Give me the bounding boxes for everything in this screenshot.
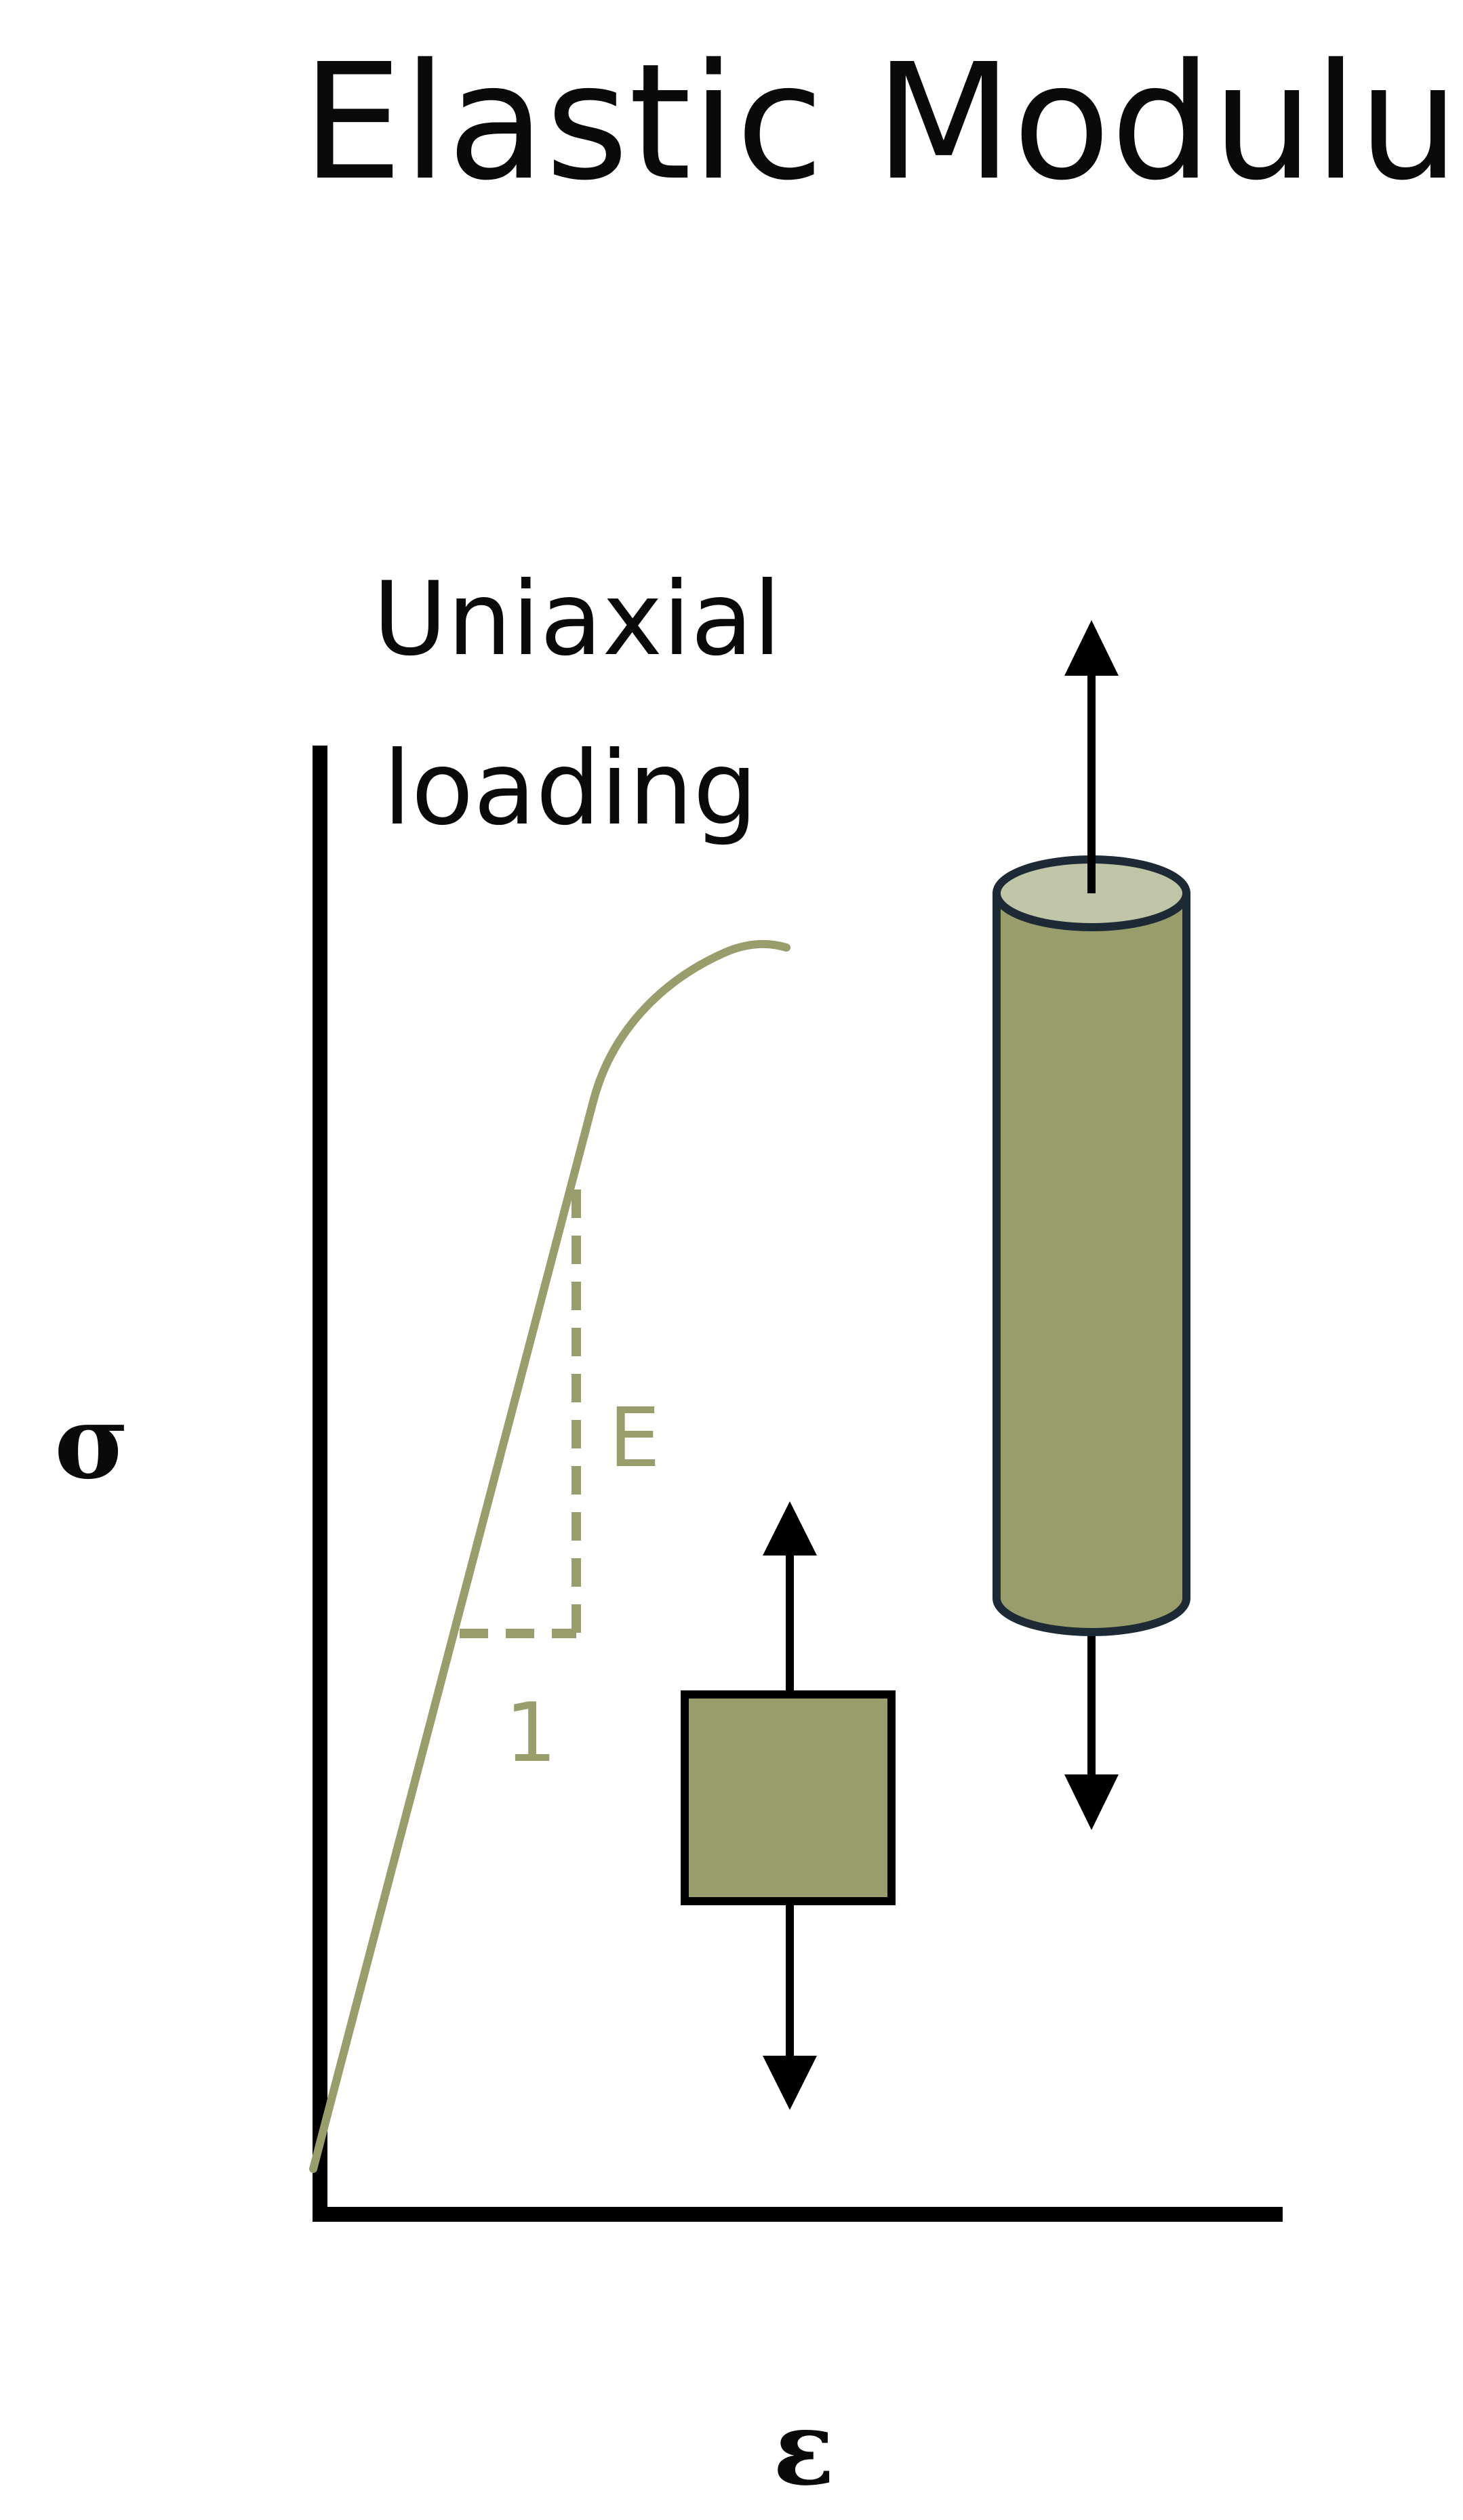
caption-line-1: Uniaxial: [373, 561, 782, 678]
slope-run-label: 1: [505, 1686, 557, 1781]
block-top-arrowhead-icon: [763, 1501, 817, 1556]
block-bottom-arrowhead-icon: [763, 2056, 817, 2110]
cylinder-top-arrowhead-icon: [1064, 620, 1119, 676]
y-axis-symbol: σ: [54, 1383, 129, 1502]
page-title: Elastic Modulus: [302, 29, 1463, 216]
x-axis-symbol: ε: [773, 2389, 835, 2508]
slope-rise-label: E: [609, 1391, 660, 1486]
cylinder-bottom-arrowhead-icon: [1064, 1774, 1119, 1830]
cylinder-body: [993, 889, 1190, 1636]
small-specimen-block: [681, 1690, 896, 1905]
cylinder-icon: [993, 620, 1190, 1830]
stress-strain-curve: [309, 939, 790, 2173]
caption-line-2: loading: [383, 730, 758, 848]
square-block-icon: [681, 1501, 896, 2110]
